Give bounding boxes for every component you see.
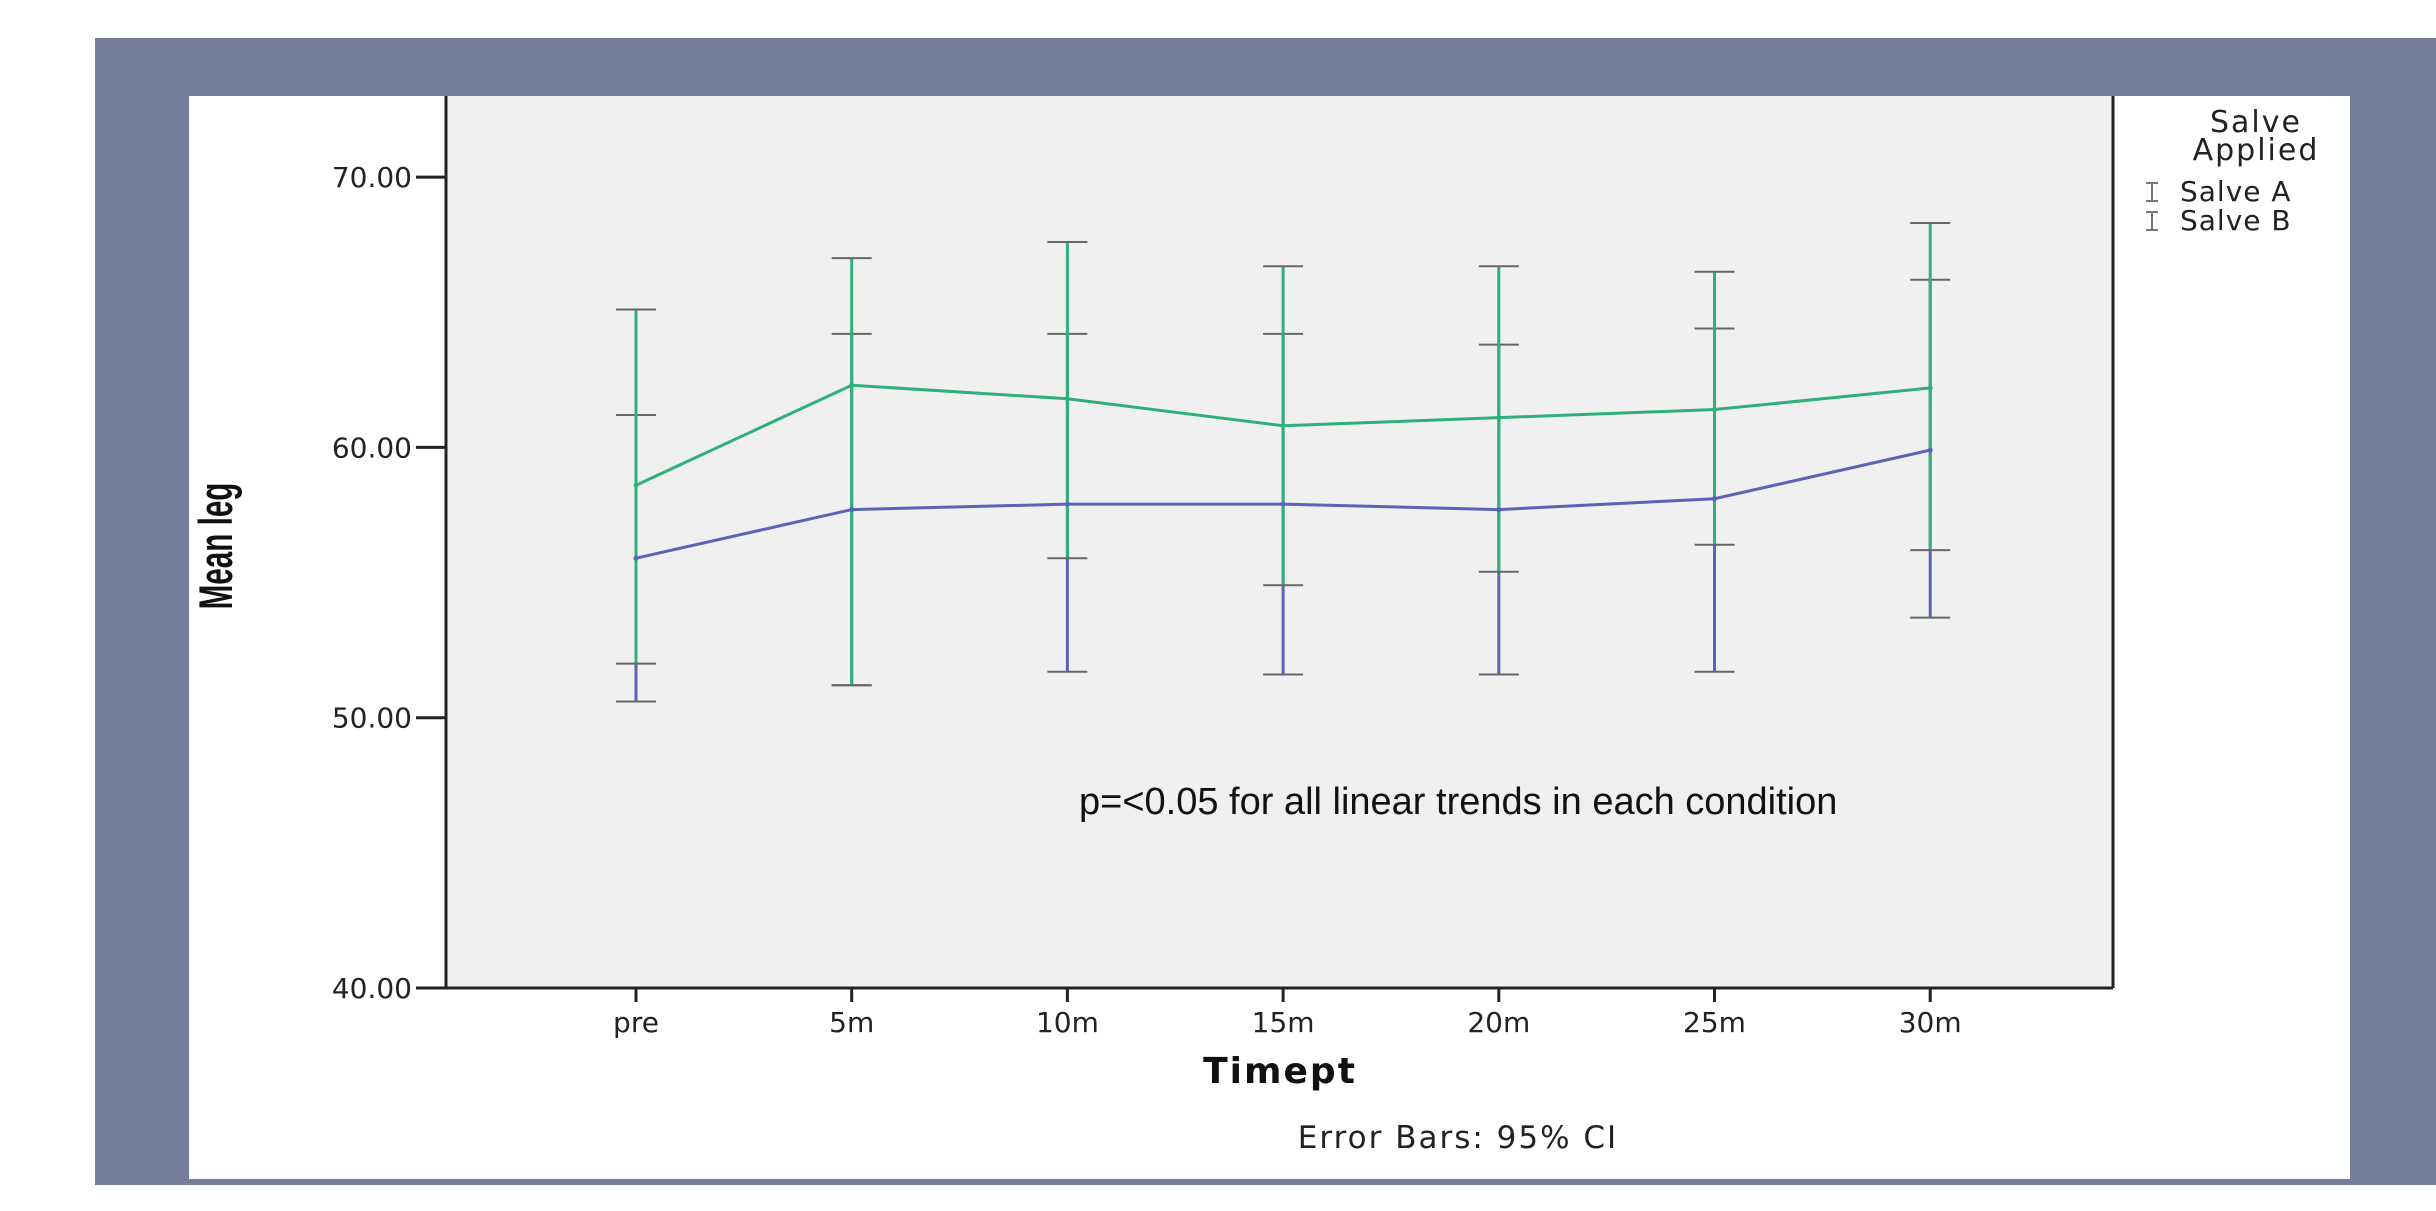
data-point: [633, 555, 639, 561]
y-tick-label: 40.00: [332, 972, 412, 1005]
data-point: [1496, 415, 1502, 421]
y-axis-ticks: 40.00 50.00 60.00 70.00: [332, 161, 446, 1005]
x-axis-ticks: pre 5m 10m 15m 20m 25m 30m: [613, 988, 1962, 1039]
legend-item-label: Salve B: [2180, 204, 2292, 237]
x-tick-label: 10m: [1036, 1006, 1099, 1039]
plot-background: [446, 96, 2113, 988]
error-bars-footnote: Error Bars: 95% CI: [1298, 1120, 1618, 1156]
legend-title-line-1: Salve: [2210, 105, 2302, 140]
x-tick-label: 15m: [1252, 1006, 1315, 1039]
data-point: [633, 482, 639, 488]
data-point: [1064, 501, 1070, 507]
data-point: [1280, 501, 1286, 507]
trend-annotation: p=<0.05 for all linear trends in each co…: [1079, 781, 1837, 823]
data-point: [1064, 396, 1070, 402]
data-point: [1280, 423, 1286, 429]
x-tick-label: 20m: [1467, 1006, 1530, 1039]
data-point: [849, 382, 855, 388]
axes: [444, 96, 2115, 990]
series-lines: [633, 382, 1933, 561]
y-tick-label: 60.00: [332, 431, 412, 464]
data-point: [1927, 447, 1933, 453]
x-tick-label: 5m: [829, 1006, 874, 1039]
data-point: [1927, 385, 1933, 391]
x-tick-label: 25m: [1683, 1006, 1746, 1039]
legend-title-line-2: Applied: [2193, 133, 2320, 168]
x-tick-label: 30m: [1899, 1006, 1962, 1039]
y-tick-label: 50.00: [332, 702, 412, 735]
x-tick-label: pre: [613, 1006, 659, 1039]
data-point: [849, 507, 855, 513]
y-tick-label: 70.00: [332, 161, 412, 194]
data-point: [1496, 507, 1502, 513]
data-point: [1712, 496, 1717, 502]
data-point: [1712, 407, 1717, 413]
legend-item-label: Salve A: [2180, 175, 2292, 208]
y-axis-title: Mean leg: [190, 483, 243, 610]
x-axis-title: Timept: [1203, 1051, 1357, 1092]
